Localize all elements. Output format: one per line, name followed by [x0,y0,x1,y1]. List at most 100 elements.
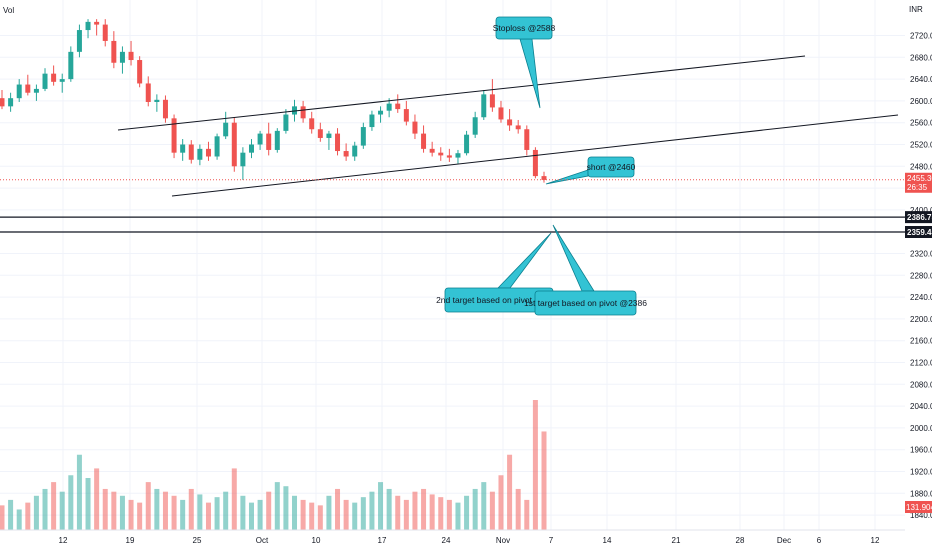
time-axis[interactable]: 12 19 25 Oct 10 17 24 Nov 7 14 21 28 Dec 6 12 [0,529,905,545]
candle-body [180,144,186,153]
callout[interactable]: Stoploss @2588 [493,16,556,109]
callout-text: short @2460 [587,162,636,172]
volume-bar [0,505,5,530]
volume-bar [68,475,74,530]
callout-box [587,156,635,178]
volume-bar [481,482,487,530]
candle-body [188,144,194,160]
candle-body [369,114,375,128]
volume-bar [455,502,461,530]
callout-pointer [545,169,589,185]
candle-body [154,99,160,102]
x-tick-label: 17 [378,536,387,545]
volume-label: Vol [3,6,14,15]
y-tick-label: 2720.00 [910,32,932,41]
volume-bar [429,494,435,530]
y-tick-label: 1960.00 [910,446,932,455]
candle-body [352,145,358,157]
volume-bar [76,454,82,530]
candle-body [59,79,65,82]
volume-bar [464,495,470,530]
candle-body [214,136,220,157]
level-tag-value: 2386.75 [907,213,932,222]
x-tick-label: Nov [496,536,510,545]
channel-trendlines[interactable] [117,55,899,197]
last-price-tag [905,172,932,193]
candle-body [111,40,117,63]
candle-body [326,133,332,138]
level-tag-value: 2359.45 [907,228,932,237]
volume-bar [507,454,513,530]
volume-bar [343,499,349,530]
candle-body [197,148,203,160]
y-tick-label: 2200.00 [910,315,932,324]
candle-body [128,51,134,61]
volume-bar [292,495,298,530]
candle-body [162,99,168,119]
y-tick-label: 2400.00 [910,206,932,215]
price-axis[interactable]: 2720.00 2680.00 2640.00 2600.00 2560.00 2520.… [0,32,932,521]
volume-bar [257,499,263,530]
y-tick-label: 1840.00 [910,511,932,520]
channel-line[interactable] [171,114,899,197]
volume-bar [33,495,39,530]
y-tick-label: 2040.00 [910,402,932,411]
volume-bar [515,488,521,530]
candle-body [524,129,530,150]
volume-bar [119,495,125,530]
candle-body [102,24,108,41]
volume-bar [171,495,177,530]
volume-bar [541,431,547,530]
y-tick-label: 2240.00 [910,293,932,302]
volume-bar [309,502,315,530]
volume-bar [128,499,134,530]
y-tick-label: 2000.00 [910,424,932,433]
candle-body [343,151,349,157]
callout-text: 1st target based on pivot @2386 [524,298,647,308]
x-tick-label: 21 [672,536,681,545]
volume-bars [0,400,547,530]
volume-bar [223,491,229,530]
candle-body [421,133,427,149]
candle-body [240,152,246,167]
candle-body [171,118,177,153]
candle-body [266,133,272,150]
candle-body [33,88,39,93]
callout[interactable]: 1st target based on pivot @2386 [524,224,647,316]
callout[interactable]: short @2460 [545,156,636,185]
y-tick-label: 2520.00 [910,141,932,150]
volume-bar [472,488,478,530]
y-tick-label: 2120.00 [910,359,932,368]
candle-body [541,176,547,180]
candle-body [515,125,521,130]
volume-bar [369,491,375,530]
volume-bar [378,482,384,530]
volume-bar [154,488,160,530]
x-tick-label: 24 [442,536,451,545]
candle-body [231,122,237,167]
candle-body [386,103,392,111]
y-tick-label: 2600.00 [910,97,932,106]
x-tick-label: 6 [817,536,822,545]
volume-bar [300,499,306,530]
candle-body [94,21,100,25]
candle-body [412,121,418,134]
volume-bar [162,491,168,530]
y-tick-label: 2560.00 [910,119,932,128]
volume-bar [188,488,194,530]
candle-body [300,106,306,119]
y-tick-label: 2160.00 [910,337,932,346]
channel-line[interactable] [117,55,806,131]
callouts[interactable]: Stoploss @2588 short @2460 2nd target base… [436,16,647,316]
candle-body [223,122,229,137]
volume-bar [16,509,22,530]
x-tick-label: 10 [312,536,321,545]
candle-body [42,73,48,89]
x-tick-label: 7 [549,536,554,545]
candle-body [283,114,289,131]
candle-body [507,119,513,126]
y-tick-label: 2680.00 [910,53,932,62]
volume-bar [489,491,495,530]
y-tick-label: 2480.00 [910,162,932,171]
volume-tag-value: 131.904K [906,503,932,512]
